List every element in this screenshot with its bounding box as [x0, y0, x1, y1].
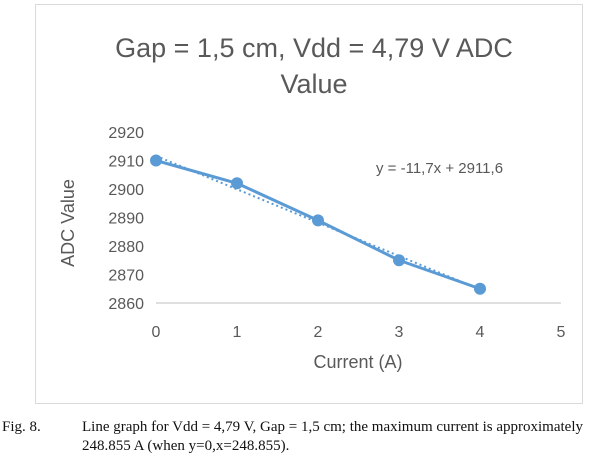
chart-title-line-2: Value: [280, 69, 347, 99]
y-tick-label: 2880: [108, 239, 144, 256]
x-tick-label: 1: [233, 324, 242, 341]
trendline-equation: y = -11,7x + 2911,6: [376, 160, 503, 177]
data-point: [231, 177, 243, 190]
x-axis: 0 1 2 3 4 5: [152, 302, 566, 341]
data-point: [312, 214, 324, 227]
figure-caption-text: Line graph for Vdd = 4,79 V, Gap = 1,5 c…: [82, 419, 583, 454]
data-series: [150, 154, 486, 295]
chart-title: Gap = 1,5 cm, Vdd = 4,79 V ADC Value: [115, 33, 513, 99]
data-point: [150, 154, 162, 167]
chart-title-line-1: Gap = 1,5 cm, Vdd = 4,79 V ADC: [115, 33, 513, 63]
x-axis-title: Current (A): [313, 352, 402, 372]
chart-frame: Gap = 1,5 cm, Vdd = 4,79 V ADC Value 0 1 2…: [35, 4, 583, 404]
y-tick-label: 2910: [108, 154, 144, 171]
data-point: [393, 254, 405, 267]
y-tick-label: 2890: [108, 211, 144, 228]
x-tick-label: 2: [314, 324, 323, 341]
x-tick-label: 5: [557, 324, 566, 341]
data-point: [474, 282, 486, 295]
y-axis-title: ADC Value: [58, 179, 78, 267]
x-tick-label: 4: [476, 324, 485, 341]
x-tick-label: 0: [152, 324, 161, 341]
y-axis: 2860 2870 2880 2890 2900 2910 2920: [108, 125, 144, 313]
line-chart: Gap = 1,5 cm, Vdd = 4,79 V ADC Value 0 1 2…: [58, 33, 566, 372]
y-tick-label: 2920: [108, 125, 144, 142]
x-tick-label: 3: [395, 324, 404, 341]
y-tick-label: 2900: [108, 182, 144, 199]
y-tick-label: 2860: [108, 296, 144, 313]
figure-label: Fig. 8.: [2, 419, 41, 435]
y-tick-label: 2870: [108, 268, 144, 285]
